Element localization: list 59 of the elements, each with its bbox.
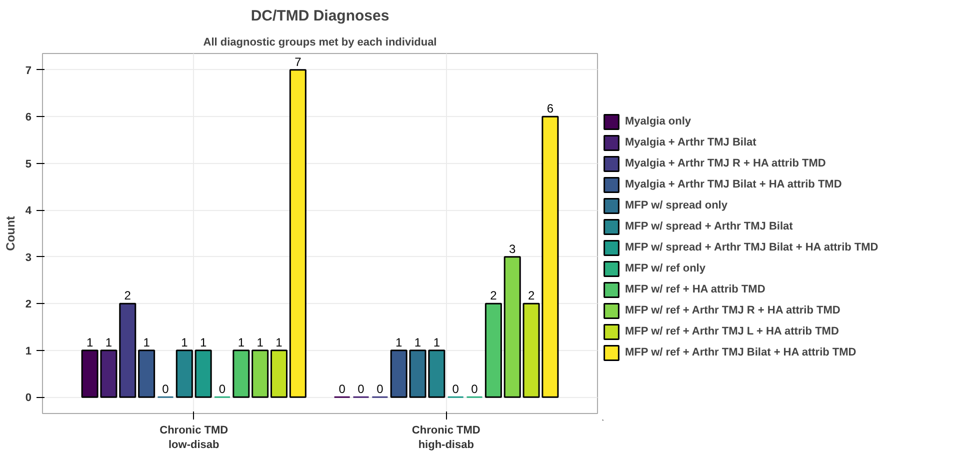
- data-label: 0: [452, 382, 460, 396]
- legend-label: MFP w/ ref + Arthr TMJ L + HA attrib TMD: [625, 324, 839, 339]
- data-label: 7: [294, 54, 302, 69]
- legend-label: Myalgia only: [625, 114, 692, 129]
- legend-label: MFP w/ spread only: [625, 198, 728, 213]
- chart-subtitle: All diagnostic groups met by each individual: [203, 36, 437, 48]
- legend-label: MFP w/ ref only: [625, 261, 706, 276]
- legend-label: Myalgia + Arthr TMJ Bilat + HA attrib TMD: [625, 177, 842, 192]
- legend-label: Myalgia + Arthr TMJ Bilat: [625, 135, 756, 150]
- y-tick-label: 4: [25, 205, 32, 218]
- y-tick-label: 6: [25, 112, 32, 124]
- bar: [119, 302, 136, 398]
- data-label: 1: [105, 335, 112, 350]
- bar: [270, 350, 288, 398]
- legend-label: MFP w/ ref + HA attrib TMD: [625, 282, 766, 297]
- y-tick-label: 7: [25, 64, 32, 77]
- x-tick-label: Chronic TMD high-disab: [412, 424, 480, 451]
- bar: [138, 350, 156, 398]
- data-label: 0: [338, 382, 346, 396]
- data-label: 0: [471, 382, 478, 396]
- data-label: 0: [218, 382, 226, 396]
- data-label: 0: [376, 382, 384, 396]
- chart-title: DC/TMD Diagnoses: [250, 8, 390, 24]
- data-label: 1: [414, 335, 422, 350]
- legend-label: MFP w/ spread + Arthr TMJ Bilat: [625, 219, 793, 234]
- y-axis-title: Count: [3, 216, 18, 251]
- data-label: 1: [433, 335, 440, 350]
- y-tick-label: 2: [25, 298, 32, 311]
- data-label: 1: [396, 335, 402, 350]
- data-label: 2: [490, 288, 498, 303]
- bar: [194, 350, 212, 398]
- x-tick-label: Chronic TMD low-disab: [160, 424, 228, 451]
- legend-label: Myalgia + Arthr TMJ R + HA attrib TMD: [625, 156, 826, 171]
- bar: [289, 69, 306, 398]
- legend-label: MFP w/ ref + Arthr TMJ Bilat + HA attrib TMD: [625, 345, 856, 360]
- data-label: 0: [162, 382, 170, 396]
- data-label: 1: [200, 335, 207, 350]
- data-label: 6: [546, 102, 554, 116]
- data-label: 1: [86, 335, 94, 350]
- data-label: 1: [181, 335, 188, 350]
- y-tick-label: 3: [25, 252, 32, 264]
- bar: [252, 350, 269, 398]
- data-label: 1: [143, 335, 150, 350]
- bar: [232, 350, 250, 398]
- data-label: 2: [528, 288, 535, 303]
- legend-label: MFP w/ spread + Arthr TMJ Bilat + HA attrib TMD: [625, 240, 878, 255]
- y-tick-label: 1: [25, 345, 32, 358]
- bar: [504, 256, 521, 398]
- data-label: 1: [238, 335, 245, 350]
- data-label: 0: [358, 382, 365, 396]
- data-label: 3: [509, 242, 516, 256]
- data-label: 1: [256, 335, 264, 350]
- bar: [484, 302, 502, 398]
- data-label: 2: [124, 288, 132, 303]
- data-label: 1: [276, 335, 283, 350]
- bar: [176, 350, 193, 398]
- y-tick-label: 5: [25, 158, 32, 170]
- legend-label: MFP w/ ref + Arthr TMJ R + HA attrib TMD: [625, 303, 840, 318]
- y-tick-label: 0: [25, 392, 32, 404]
